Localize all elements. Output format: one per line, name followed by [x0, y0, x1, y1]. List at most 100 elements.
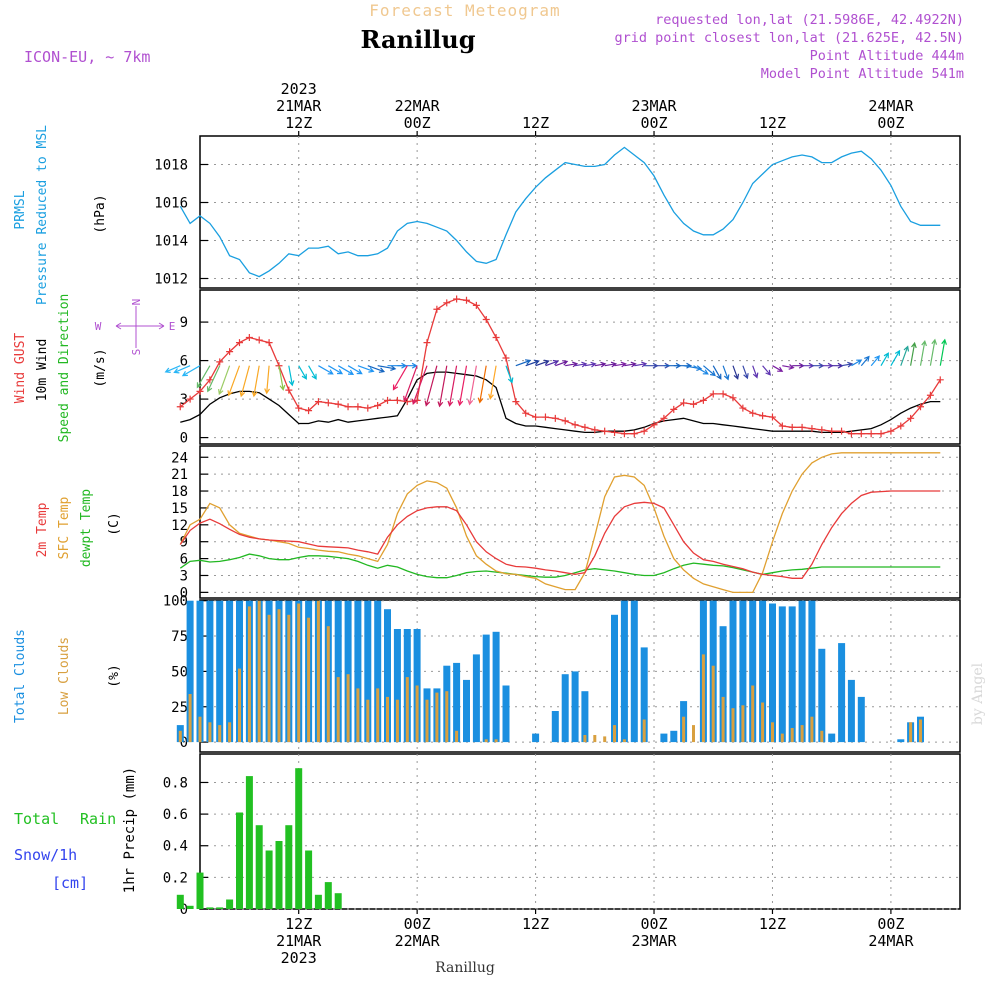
pressure-label-name: Pressure Reduced to MSL: [35, 125, 50, 305]
bottom-time-label: 12Z: [285, 915, 312, 933]
gust-marker: [620, 430, 628, 438]
total-cloud-bar: [769, 603, 776, 743]
wind-arrow: [411, 365, 428, 405]
low-cloud-bar: [603, 736, 607, 743]
model-label: ICON-EU, ~ 7km: [24, 48, 150, 66]
low-cloud-bar: [583, 735, 587, 743]
cloud-ytick-label: 0: [180, 735, 188, 751]
top-time-label: 2023: [281, 80, 317, 98]
rain-bar: [176, 894, 184, 909]
bottom-time-label: 2023: [281, 949, 317, 967]
low-cloud-bar: [198, 716, 202, 743]
wind-arrow: [802, 362, 815, 369]
wind-dir-label: Speed and Direction: [57, 294, 72, 443]
gust-marker: [936, 376, 944, 384]
wind-arrow: [251, 365, 260, 398]
pressure-ytick-label: 1016: [154, 196, 188, 212]
gust-marker: [492, 333, 500, 341]
pressure-y-ticks: 1012 1014 1016 1018: [154, 158, 208, 288]
footer-location: Ranillug: [435, 960, 495, 976]
low-cloud-bar: [494, 739, 498, 743]
wind-arrow: [347, 365, 363, 375]
wind-arrow: [477, 365, 487, 404]
total-cloud-bar: [463, 679, 470, 743]
wind-arrow: [515, 359, 532, 367]
rain-bar: [255, 825, 263, 909]
cloud-unit: (%): [107, 664, 122, 687]
rain-bar: [285, 825, 293, 909]
total-cloud-bar: [897, 739, 905, 743]
wind-arrow: [594, 361, 607, 368]
gust-marker: [541, 413, 549, 421]
wind-arrow: [337, 365, 355, 375]
gust-marker: [759, 412, 767, 420]
precip-panel: 0 0.2 0.4 0.6 0.8 Total Rain Snow/1h [cm] 1h…: [14, 753, 961, 918]
total-cloud-bar: [571, 671, 579, 743]
low-cloud-bar: [376, 688, 380, 743]
temp-ytick-label: 21: [171, 467, 188, 483]
low-cloud-bar: [425, 699, 429, 743]
low-cloud-bar: [484, 739, 488, 743]
bottom-time-label: 00Z: [640, 915, 667, 933]
rain-bar: [196, 872, 204, 909]
low-cloud-bar: [701, 654, 705, 743]
cloud-gridlines: [200, 600, 960, 752]
gust-marker: [314, 398, 322, 406]
low-cloud-bar: [810, 716, 814, 743]
bottom-time-label: 00Z: [404, 915, 431, 933]
total-cloud-bar: [344, 600, 352, 743]
bottom-time-label: 21MAR: [276, 932, 322, 950]
wind-arrow: [693, 365, 709, 375]
low-cloud-bar: [741, 705, 745, 743]
low-cloud-bar: [238, 668, 241, 743]
total-cloud-bar: [364, 600, 372, 743]
wind-arrow: [403, 365, 418, 402]
bottom-time-label: 24MAR: [868, 932, 914, 950]
gust-marker: [838, 427, 846, 435]
location-title: Ranillug: [360, 25, 475, 54]
precip-ytick-label: 0.2: [163, 870, 188, 886]
low-cloud-bar: [415, 685, 419, 743]
gust-marker: [640, 427, 648, 435]
low-cloud-bar: [307, 617, 311, 743]
gust-marker: [778, 422, 786, 430]
rain-bar: [295, 768, 303, 909]
gust-marker: [571, 421, 579, 429]
dewpoint-line: [179, 553, 941, 579]
low-cloud-bar: [277, 609, 281, 743]
temperature-gridlines: [200, 446, 960, 598]
gust-marker: [897, 422, 905, 430]
low-cloud-bar: [267, 614, 271, 743]
wind-arrow: [782, 364, 795, 370]
grid-point-coords: grid point closest lon,lat (21.625E, 42.…: [615, 30, 965, 46]
wind-gust-line: [179, 298, 941, 435]
gust-marker: [699, 396, 707, 404]
wind-arrow: [624, 361, 637, 368]
gust-marker: [453, 295, 461, 303]
bottom-time-label: 00Z: [877, 915, 904, 933]
wind-arrow: [488, 365, 497, 400]
gust-marker: [226, 348, 234, 356]
wind-arrow: [467, 365, 477, 406]
gust-marker: [798, 423, 806, 431]
cloud-bars: [176, 600, 924, 743]
compass-n: N: [130, 299, 143, 306]
gust-marker: [847, 430, 855, 438]
top-time-label: 12Z: [522, 114, 549, 132]
gust-marker: [433, 305, 441, 313]
wind-arrow: [860, 355, 870, 367]
total-cloud-bar: [749, 600, 757, 743]
rain-bar: [305, 850, 313, 909]
wind-arrow: [206, 365, 221, 393]
total-cloud-bar: [453, 662, 461, 743]
wind-arrow: [634, 361, 648, 368]
precip-ytick-label: 0.6: [163, 807, 188, 823]
pressure-gridlines: [200, 136, 960, 288]
total-cloud-bar: [808, 600, 816, 743]
wind-arrow: [525, 359, 540, 367]
gust-marker: [650, 421, 658, 429]
top-time-label: 21MAR: [276, 97, 322, 115]
low-cloud-bar: [316, 600, 320, 743]
gust-marker: [581, 423, 589, 431]
wind-arrow: [239, 365, 250, 398]
